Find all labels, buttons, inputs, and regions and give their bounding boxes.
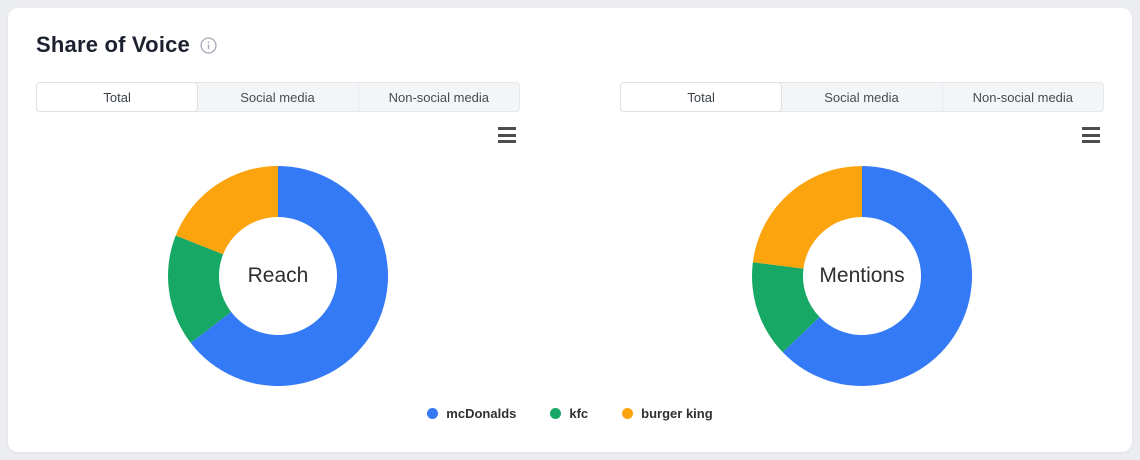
panel-header: Share of Voice (36, 32, 217, 58)
mentions-tab-bar: Total Social media Non-social media (620, 82, 1104, 112)
reach-tab-bar: Total Social media Non-social media (36, 82, 520, 112)
mentions-chart-section: Total Social media Non-social media Mentio… (620, 82, 1104, 402)
donut-slice-kfc[interactable] (752, 262, 820, 353)
info-icon[interactable] (200, 36, 217, 54)
tab-non-social-media[interactable]: Non-social media (357, 83, 519, 111)
legend-item-mcdonalds[interactable]: mcDonalds (427, 406, 516, 421)
tab-total[interactable]: Total (620, 82, 783, 112)
reach-donut-chart: Reach (163, 161, 393, 391)
donut-slice-mcdonalds[interactable] (782, 166, 972, 386)
donut-slice-mcdonalds[interactable] (190, 166, 388, 386)
legend-label: burger king (641, 406, 713, 421)
legend-label: kfc (569, 406, 589, 421)
legend-item-burger-king[interactable]: burger king (622, 406, 713, 421)
reach-chart-section: Total Social media Non-social media Reach (36, 82, 520, 402)
charts-row: Total Social media Non-social media Reach … (36, 82, 1104, 402)
legend-dot (427, 408, 439, 419)
tab-total[interactable]: Total (36, 82, 199, 112)
reach-donut-svg (168, 166, 388, 386)
tab-social-media[interactable]: Social media (197, 83, 357, 111)
tab-social-media[interactable]: Social media (781, 83, 941, 111)
donut-slice-burger-king[interactable] (175, 166, 278, 255)
legend-dot (622, 408, 634, 419)
mentions-donut-svg (752, 166, 972, 386)
legend-label: mcDonalds (446, 406, 517, 421)
page-title: Share of Voice (36, 32, 190, 57)
legend-item-kfc[interactable]: kfc (550, 406, 588, 421)
mentions-donut-chart: Mentions (747, 161, 977, 391)
tab-non-social-media[interactable]: Non-social media (941, 83, 1103, 111)
hamburger-menu-icon[interactable] (1082, 127, 1102, 143)
hamburger-menu-icon[interactable] (498, 127, 518, 143)
legend-dot (550, 408, 562, 419)
donut-slice-kfc[interactable] (168, 235, 232, 343)
legend: mcDonalds kfc burger king (8, 406, 1132, 421)
share-of-voice-panel: Share of Voice Total Social media Non-soci… (8, 8, 1132, 452)
donut-slice-burger-king[interactable] (752, 166, 862, 269)
